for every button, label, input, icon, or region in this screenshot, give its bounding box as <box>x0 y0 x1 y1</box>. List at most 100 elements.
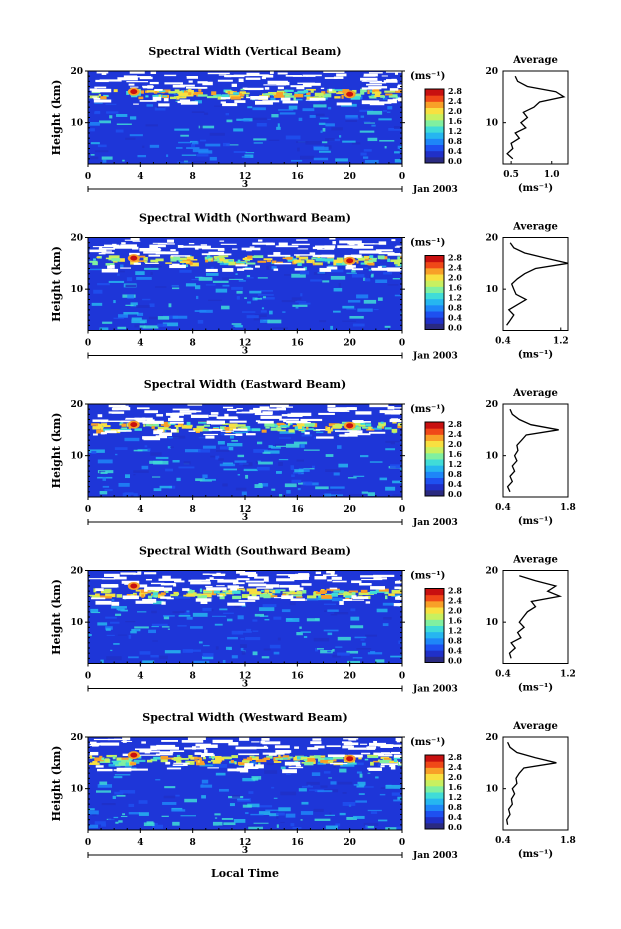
x-tick-label: 0 <box>399 172 405 182</box>
y-tick-label: 10 <box>70 285 83 295</box>
panel-5: Spectral Width (Westward Beam) 10 20 Height… <box>50 711 576 861</box>
x-axis-label: Local Time <box>211 867 279 880</box>
colorbar-tick-label: 0.4 <box>448 313 462 323</box>
y-tick-label: 20 <box>70 234 83 244</box>
colorbar-tick-label: 0.4 <box>448 146 462 156</box>
average-x-label: (ms⁻¹) <box>518 350 553 361</box>
x-tick-label: 20 <box>343 838 356 848</box>
average-line <box>506 741 557 825</box>
x-tick-label: 16 <box>291 172 304 182</box>
x-tick-label: 12 <box>239 339 252 349</box>
colorbar-tick-label: 2.0 <box>448 273 462 283</box>
average-profile: Average 10 20 0.4 1.2 (ms⁻¹) <box>485 555 575 694</box>
panel-title: Spectral Width (Westward Beam) <box>142 711 347 724</box>
colorbar-tick-label: 0.8 <box>448 303 462 313</box>
average-title: Average <box>512 388 558 399</box>
x-tick-label: 12 <box>239 505 252 515</box>
colorbar-tick-label: 2.8 <box>448 752 462 762</box>
colorbar-tick-label: 0.0 <box>448 822 462 832</box>
heatmap <box>88 570 402 664</box>
colorbar: 0.00.40.81.21.62.02.42.8 <box>424 86 462 166</box>
average-line <box>506 408 559 493</box>
average-x-tick-label: 0.4 <box>495 836 511 846</box>
average-x-label: (ms⁻¹) <box>518 183 553 194</box>
colorbar: 0.00.40.81.21.62.02.42.8 <box>424 752 462 832</box>
average-line <box>508 575 563 659</box>
colorbar-tick-label: 0.8 <box>448 136 462 146</box>
colorbar-tick-label: 2.0 <box>448 772 462 782</box>
x-tick-label: 20 <box>343 172 356 182</box>
x-tick-label: 8 <box>190 339 196 349</box>
colorbar-tick-label: 0.0 <box>448 656 462 666</box>
y-axis-label: Height (km) <box>50 746 63 822</box>
average-title: Average <box>512 555 558 566</box>
y-tick-label: 10 <box>70 119 83 129</box>
y-tick-label: 20 <box>70 67 83 77</box>
heatmap <box>88 404 402 497</box>
y-tick-label: 20 <box>70 733 83 743</box>
average-x-label: (ms⁻¹) <box>518 516 553 527</box>
x-tick-label: 4 <box>137 838 143 848</box>
average-profile: Average 10 20 0.4 1.8 (ms⁻¹) <box>485 721 575 860</box>
average-x-label: (ms⁻¹) <box>518 683 553 694</box>
x-tick-label: 8 <box>190 672 196 682</box>
x-tick-label: 0 <box>399 672 405 682</box>
average-x-tick-label: 1.2 <box>560 670 576 680</box>
average-line <box>506 242 569 326</box>
colorbar-tick-label: 2.8 <box>448 586 462 596</box>
x-tick-label: 20 <box>343 339 356 349</box>
y-tick-label: 10 <box>70 452 83 462</box>
average-x-tick-label: 1.8 <box>560 836 576 846</box>
x-tick-label: 16 <box>291 672 304 682</box>
x-tick-label: 0 <box>85 838 91 848</box>
y-axis-label: Height (km) <box>50 413 63 489</box>
colorbar-tick-label: 2.8 <box>448 253 462 263</box>
x-tick-label: 20 <box>343 505 356 515</box>
x-tick-label: 4 <box>137 172 143 182</box>
average-y-tick-label: 10 <box>485 285 498 295</box>
average-frame <box>502 736 569 831</box>
colorbar-tick-label: 1.2 <box>448 626 462 636</box>
x-tick-label: 16 <box>291 505 304 515</box>
average-y-tick-label: 20 <box>485 567 498 577</box>
date-label: Jan 2003 <box>412 518 458 528</box>
colorbar-tick-label: 1.6 <box>448 449 462 459</box>
colorbar-tick-label: 2.0 <box>448 439 462 449</box>
average-x-tick-label: 0.5 <box>503 170 519 180</box>
day-label: 3 <box>242 846 248 856</box>
average-y-tick-label: 20 <box>485 733 498 743</box>
colorbar-tick-label: 2.4 <box>448 762 462 772</box>
colorbar-tick-label: 1.6 <box>448 782 462 792</box>
colorbar-tick-label: 0.4 <box>448 479 462 489</box>
heatmap <box>88 737 402 830</box>
colorbar-unit: (ms⁻¹) <box>410 404 445 415</box>
colorbar-tick-label: 0.8 <box>448 469 462 479</box>
panel-2: Spectral Width (Northward Beam) 10 20 Heigh… <box>50 212 569 362</box>
colorbar-tick-label: 1.6 <box>448 283 462 293</box>
date-label: Jan 2003 <box>412 685 458 695</box>
x-tick-label: 8 <box>190 172 196 182</box>
day-label: 3 <box>242 180 248 190</box>
date-label: Jan 2003 <box>412 185 458 195</box>
colorbar: 0.00.40.81.21.62.02.42.8 <box>424 586 462 666</box>
average-x-tick-label: 1.2 <box>553 337 569 347</box>
colorbar-tick-label: 1.6 <box>448 616 462 626</box>
average-y-tick-label: 20 <box>485 67 498 77</box>
x-tick-label: 0 <box>85 672 91 682</box>
heatmap <box>88 71 402 164</box>
panel-3: Spectral Width (Eastward Beam) 10 20 Height… <box>50 378 576 528</box>
panel-title: Spectral Width (Northward Beam) <box>139 212 351 225</box>
colorbar-tick-label: 1.6 <box>448 116 462 126</box>
colorbar-tick-label: 0.0 <box>448 156 462 166</box>
x-tick-label: 0 <box>85 172 91 182</box>
x-tick-label: 8 <box>190 505 196 515</box>
colorbar-tick-label: 2.8 <box>448 86 462 96</box>
x-tick-label: 4 <box>137 339 143 349</box>
panel-4: Spectral Width (Southward Beam) 10 20 Heigh… <box>50 545 576 695</box>
colorbar-tick-label: 0.0 <box>448 323 462 333</box>
average-x-tick-label: 1.8 <box>560 503 576 513</box>
average-x-tick-label: 0.4 <box>495 337 511 347</box>
date-label: Jan 2003 <box>412 352 458 362</box>
average-line <box>506 75 566 160</box>
